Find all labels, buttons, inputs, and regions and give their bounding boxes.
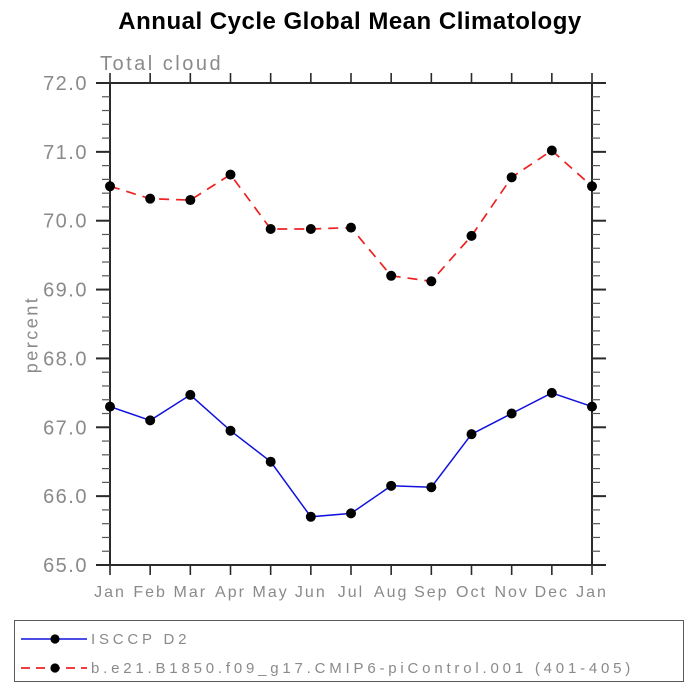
data-point-s0-Jan bbox=[587, 401, 597, 412]
y-tick-label: 65.0 bbox=[43, 555, 88, 577]
legend-item-isccp: ISCCP D2 bbox=[19, 628, 190, 650]
data-point-s1-Jan bbox=[105, 181, 115, 192]
y-tick-label: 66.0 bbox=[43, 486, 88, 508]
data-point-s0-Jun bbox=[305, 511, 316, 522]
plot-frame bbox=[109, 82, 593, 566]
x-tick-label: May bbox=[253, 584, 289, 601]
legend-label: ISCCP D2 bbox=[91, 630, 191, 648]
data-point-s1-May bbox=[265, 223, 276, 234]
data-point-s1-Dec bbox=[546, 145, 557, 156]
series-line-1 bbox=[109, 149, 593, 283]
y-tick-label: 70.0 bbox=[43, 211, 88, 233]
data-point-s0-Apr bbox=[225, 425, 236, 436]
y-tick-label: 71.0 bbox=[43, 142, 88, 164]
x-tick-label: Sep bbox=[414, 584, 448, 601]
x-tick-label: Nov bbox=[494, 584, 528, 601]
data-point-s0-Oct bbox=[466, 429, 477, 440]
x-tick-label: Aug bbox=[374, 584, 408, 601]
x-tick-label: Dec bbox=[535, 584, 569, 601]
data-point-s0-Sep bbox=[426, 482, 437, 493]
data-point-s1-Aug bbox=[386, 270, 397, 281]
data-point-s1-Apr bbox=[225, 169, 236, 180]
data-point-s0-Dec bbox=[546, 387, 557, 398]
data-point-s1-Jun bbox=[305, 223, 316, 234]
x-tick-label: Jan bbox=[94, 584, 126, 601]
legend-line-sample-solid bbox=[21, 634, 87, 644]
legend-label: b.e21.B1850.f09_g17.CMIP6-piControl.001 … bbox=[91, 659, 635, 677]
data-point-s1-Feb bbox=[145, 193, 156, 204]
x-tick-label: Jun bbox=[295, 584, 327, 601]
y-tick-label: 68.0 bbox=[43, 348, 88, 370]
y-tick-label: 69.0 bbox=[43, 280, 88, 302]
data-point-s1-Oct bbox=[466, 230, 477, 241]
y-tick-label: 67.0 bbox=[43, 417, 88, 439]
x-tick-label: Apr bbox=[215, 584, 246, 601]
data-point-s0-Mar bbox=[185, 389, 196, 400]
data-point-s0-Jan bbox=[105, 401, 115, 412]
series-line-0 bbox=[109, 392, 593, 518]
x-tick-label: Feb bbox=[133, 584, 167, 601]
data-point-s0-Aug bbox=[386, 480, 397, 491]
x-tick-label: Mar bbox=[174, 584, 208, 601]
data-point-s1-Jul bbox=[346, 222, 356, 233]
chart-subtitle: Total cloud bbox=[100, 53, 224, 75]
page-title: Annual Cycle Global Mean Climatology bbox=[118, 8, 582, 35]
y-tick-label: 72.0 bbox=[43, 73, 88, 95]
x-tick-label: Jul bbox=[338, 584, 364, 601]
legend-item-model: b.e21.B1850.f09_g17.CMIP6-piControl.001 … bbox=[19, 657, 634, 679]
data-point-s0-Nov bbox=[506, 408, 517, 419]
legend-box: ISCCP D2 b.e21.B1850.f09_g17.CMIP6-piCon… bbox=[14, 620, 684, 682]
x-tick-label: Oct bbox=[456, 584, 487, 601]
data-point-s1-Mar bbox=[185, 195, 196, 206]
data-point-s1-Sep bbox=[426, 276, 437, 287]
data-point-s0-May bbox=[265, 456, 276, 467]
x-tick-label: Jan bbox=[576, 584, 608, 601]
legend-line-sample-dashed bbox=[21, 663, 87, 673]
data-point-s1-Nov bbox=[506, 172, 517, 183]
data-point-s1-Jan bbox=[587, 181, 597, 192]
data-point-s0-Jul bbox=[346, 508, 356, 519]
climatology-line-chart: 65.0 66.0 67.0 68.0 69.0 70.0 71.0 72.0 Jan Feb Ma… bbox=[43, 73, 608, 601]
data-point-s0-Feb bbox=[145, 415, 156, 426]
